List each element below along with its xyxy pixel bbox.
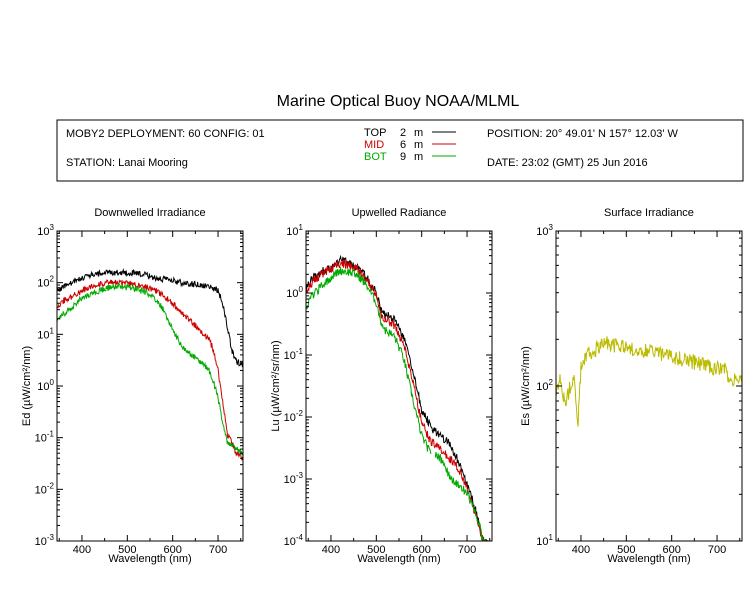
y-tick-label: 101 [536,533,553,548]
info-box-border [56,119,744,182]
legend-top-unit: m [414,127,423,139]
y-tick-label: 10-4 [284,533,304,548]
y-tick-label: 102 [37,275,54,290]
legend-entry-mid: MID 6 m [364,139,456,151]
x-tick-label: 400 [322,544,340,556]
legend-bot-unit: m [414,151,423,163]
y-tick-label: 10-1 [35,430,55,445]
date-text: DATE: 23:02 (GMT) 25 Jun 2016 [487,157,648,169]
surface-irradiance-chart: Surface Irradiance 400 500 600 700 Wavelength… [520,207,743,565]
deployment-text: MOBY2 DEPLOYMENT: 60 CONFIG: 01 [66,128,265,140]
series-line-mid [306,259,491,541]
legend-top-name: TOP [364,127,386,139]
y-tick-label: 101 [37,326,54,341]
downwelled-irradiance-chart: Downwelled Irradiance 400 500 600 700 Wavelen… [21,207,244,565]
y-tick-label: 10-3 [35,533,55,548]
x-tick-label: 500 [367,544,385,556]
y-tick-label: 100 [37,378,54,393]
series-line-bot [306,266,432,454]
legend-entry-top: TOP 2 m [364,127,456,139]
figure-title: Marine Optical Buoy NOAA/MLML [277,93,520,110]
legend-bot-name: BOT [364,151,387,163]
legend-mid-name: MID [364,139,384,151]
y-tick-label: 10-2 [35,481,55,496]
x-tick-label: 400 [73,544,91,556]
x-axis-label: Wavelength (nm) [108,553,191,565]
y-tick-label: 102 [536,378,553,393]
x-tick-label: 500 [118,544,136,556]
x-tick-label: 700 [708,544,726,556]
legend-entry-bot: BOT 9 m [364,151,456,163]
series-line-top [306,254,488,541]
x-tick-label: 500 [617,544,635,556]
legend-top-depth: 2 [400,127,406,139]
series-group [306,254,491,541]
series-line-es [556,336,742,427]
chart-title: Surface Irradiance [604,207,694,219]
depth-legend: TOP 2 m MID 6 m BOT 9 m [364,127,456,163]
x-tick-label: 700 [209,544,227,556]
y-tick-label: 103 [37,223,54,238]
plot-frame [555,230,743,542]
y-tick-label: 10-2 [284,409,304,424]
series-group [556,336,742,427]
legend-mid-depth: 6 [400,139,406,151]
x-axis-label: Wavelength (nm) [607,553,690,565]
x-axis-label: Wavelength (nm) [357,553,440,565]
y-tick-label: 10-3 [284,471,304,486]
y-tick-label: 103 [536,223,553,238]
y-tick-label: 10-1 [284,347,304,362]
position-text: POSITION: 20° 49.01' N 157° 12.03' W [487,128,679,140]
series-group [57,267,243,461]
legend-bot-depth: 9 [400,151,406,163]
series-line-mid [57,279,243,461]
chart-panels: Downwelled Irradiance 400 500 600 700 Wavelen… [21,207,743,565]
legend-mid-unit: m [414,139,423,151]
info-box: MOBY2 DEPLOYMENT: 60 CONFIG: 01 STATION:… [56,119,744,182]
upwelled-radiance-chart: Upwelled Radiance 400 500 600 700 Wavelength … [270,207,493,565]
y-axis-label: Es (µW/cm²/nm) [520,346,532,426]
y-axis-label: Lu (µW/cm²/sr/nm) [270,340,282,431]
y-axis-label: Ed (µW/cm²/nm) [21,346,33,426]
x-tick-label: 400 [572,544,590,556]
station-text: STATION: Lanai Mooring [66,157,188,169]
x-tick-label: 600 [663,544,681,556]
series-line-bot [57,282,243,456]
chart-title: Upwelled Radiance [352,207,447,219]
x-tick-label: 700 [458,544,476,556]
series-line-top [57,267,243,368]
y-tick-label: 100 [286,285,303,300]
x-tick-label: 600 [164,544,182,556]
y-tick-label: 101 [286,223,303,238]
chart-title: Downwelled Irradiance [94,207,205,219]
x-tick-label: 600 [413,544,431,556]
series-line-bot [434,451,489,541]
